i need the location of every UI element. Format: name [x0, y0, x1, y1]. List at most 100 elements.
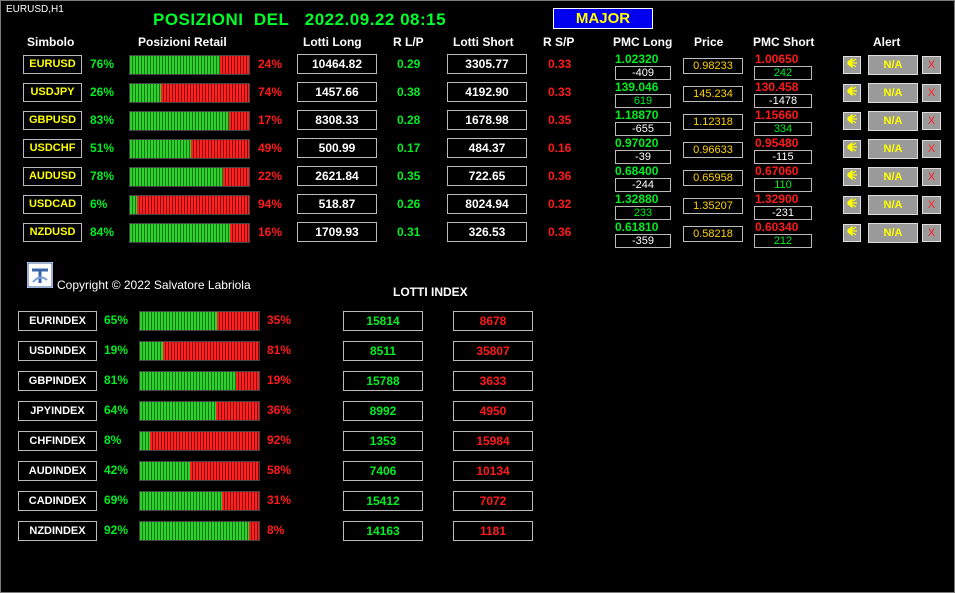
- symbol-button[interactable]: GBPUSD: [23, 111, 82, 130]
- price-value: 0.58218: [683, 226, 743, 242]
- index-symbol-button[interactable]: CADINDEX: [18, 491, 97, 511]
- alert-bell-button[interactable]: [843, 112, 861, 130]
- alert-value-button[interactable]: N/A: [868, 55, 918, 75]
- lotti-long-value: 1457.66: [297, 82, 377, 102]
- major-group-button[interactable]: MAJOR: [553, 8, 653, 29]
- r-sp-value: 0.36: [548, 169, 572, 183]
- lotti-short-value: 1678.98: [447, 110, 527, 130]
- index-row: USDINDEX 19% 81% 8511 35807: [0, 339, 955, 369]
- pmc-long-diff: -409: [615, 66, 671, 80]
- pmc-long-value: 1.32880: [615, 192, 659, 206]
- remove-alert-button[interactable]: X: [922, 84, 941, 102]
- alert-value-button[interactable]: N/A: [868, 83, 918, 103]
- symbol-button[interactable]: USDCHF: [23, 139, 82, 158]
- pmc-short-diff: 212: [754, 234, 812, 248]
- retail-position-bar-short-fill: [161, 84, 249, 102]
- header-pmc-short: PMC Short: [753, 35, 815, 49]
- price-value: 145.234: [683, 86, 743, 102]
- index-lotti-long: 15814: [343, 311, 423, 331]
- pmc-short-diff: 110: [754, 178, 812, 192]
- r-sp-value: 0.33: [548, 85, 572, 99]
- symbol-button[interactable]: EURUSD: [23, 55, 82, 74]
- index-row: CADINDEX 69% 31% 15412 7072: [0, 489, 955, 519]
- alert-value-button[interactable]: N/A: [868, 223, 918, 243]
- remove-alert-button[interactable]: X: [922, 112, 941, 130]
- alert-value-button[interactable]: N/A: [868, 111, 918, 131]
- close-icon: X: [927, 143, 936, 155]
- index-symbol-button[interactable]: NZDINDEX: [18, 521, 97, 541]
- price-value: 0.96633: [683, 142, 743, 158]
- pmc-short-diff: -231: [754, 206, 812, 220]
- alert-value-button[interactable]: N/A: [868, 139, 918, 159]
- index-lotti-long: 8511: [343, 341, 423, 361]
- remove-alert-button[interactable]: X: [922, 56, 941, 74]
- pair-row: NZDUSD 84% 16% 1709.93 0.31 326.53 0.36 0.61810…: [0, 220, 955, 248]
- alert-bell-button[interactable]: [843, 56, 861, 74]
- symbol-button[interactable]: AUDUSD: [23, 167, 82, 186]
- index-lotti-long: 1353: [343, 431, 423, 451]
- alert-bell-button[interactable]: [843, 196, 861, 214]
- short-percent: 74%: [258, 85, 283, 99]
- alert-bell-button[interactable]: [843, 168, 861, 186]
- lotti-long-value: 518.87: [297, 194, 377, 214]
- pmc-long-diff: 233: [615, 206, 671, 220]
- index-lotti-short: 7072: [453, 491, 533, 511]
- retail-position-bar-long-fill: [130, 168, 223, 186]
- pmc-short-value: 1.32900: [755, 192, 799, 206]
- remove-alert-button[interactable]: X: [922, 168, 941, 186]
- r-lp-value: 0.31: [397, 225, 421, 239]
- pmc-long-diff: 619: [615, 94, 671, 108]
- lotti-long-value: 500.99: [297, 138, 377, 158]
- symbol-button[interactable]: NZDUSD: [23, 223, 82, 242]
- retail-position-bar: [129, 83, 250, 103]
- pmc-long-value: 1.02320: [615, 52, 659, 66]
- index-row: EURINDEX 65% 35% 15814 8678: [0, 309, 955, 339]
- index-symbol-button[interactable]: EURINDEX: [18, 311, 97, 331]
- index-lotti-long: 15412: [343, 491, 423, 511]
- alert-value-button[interactable]: N/A: [868, 167, 918, 187]
- close-icon: X: [927, 227, 936, 239]
- r-lp-value: 0.28: [397, 113, 421, 127]
- short-percent: 94%: [258, 197, 283, 211]
- index-lotti-short: 8678: [453, 311, 533, 331]
- symbol-button[interactable]: USDJPY: [23, 83, 82, 102]
- remove-alert-button[interactable]: X: [922, 196, 941, 214]
- alert-bell-button[interactable]: [843, 140, 861, 158]
- index-lotti-long: 15788: [343, 371, 423, 391]
- remove-alert-button[interactable]: X: [922, 140, 941, 158]
- remove-alert-button[interactable]: X: [922, 224, 941, 242]
- index-position-bar-short-fill: [163, 342, 259, 360]
- symbol-button[interactable]: USDCAD: [23, 195, 82, 214]
- alert-bell-button[interactable]: [843, 224, 861, 242]
- index-symbol-button[interactable]: USDINDEX: [18, 341, 97, 361]
- index-symbol-button[interactable]: JPYINDEX: [18, 401, 97, 421]
- r-sp-value: 0.35: [548, 113, 572, 127]
- index-position-bar: [139, 311, 260, 331]
- lotti-long-value: 10464.82: [297, 54, 377, 74]
- header-lotti-long: Lotti Long: [303, 35, 362, 49]
- bell-icon: [846, 141, 858, 156]
- index-long-percent: 65%: [104, 313, 129, 327]
- index-symbol-button[interactable]: CHFINDEX: [18, 431, 97, 451]
- index-long-percent: 8%: [104, 433, 122, 447]
- pmc-long-value: 0.68400: [615, 164, 659, 178]
- lotti-short-value: 8024.94: [447, 194, 527, 214]
- chart-symbol-label: EURUSD,H1: [6, 4, 64, 15]
- close-icon: X: [927, 199, 936, 211]
- pair-row: USDCAD 6% 94% 518.87 0.26 8024.94 0.32 1.32880 2…: [0, 192, 955, 220]
- copyright-text: Copyright © 2022 Salvatore Labriola: [57, 278, 251, 292]
- index-position-bar: [139, 431, 260, 451]
- pair-row: USDJPY 26% 74% 1457.66 0.38 4192.90 0.33 139.04…: [0, 80, 955, 108]
- lotti-short-value: 3305.77: [447, 54, 527, 74]
- index-row: CHFINDEX 8% 92% 1353 15984: [0, 429, 955, 459]
- index-symbol-button[interactable]: GBPINDEX: [18, 371, 97, 391]
- alert-bell-button[interactable]: [843, 84, 861, 102]
- lotti-long-value: 8308.33: [297, 110, 377, 130]
- pair-row: GBPUSD 83% 17% 8308.33 0.28 1678.98 0.35 1.1887…: [0, 108, 955, 136]
- index-short-percent: 31%: [267, 493, 292, 507]
- alert-value-button[interactable]: N/A: [868, 195, 918, 215]
- index-position-bar: [139, 341, 260, 361]
- index-position-bar-long-fill: [140, 372, 236, 390]
- lotti-short-value: 4192.90: [447, 82, 527, 102]
- index-symbol-button[interactable]: AUDINDEX: [18, 461, 97, 481]
